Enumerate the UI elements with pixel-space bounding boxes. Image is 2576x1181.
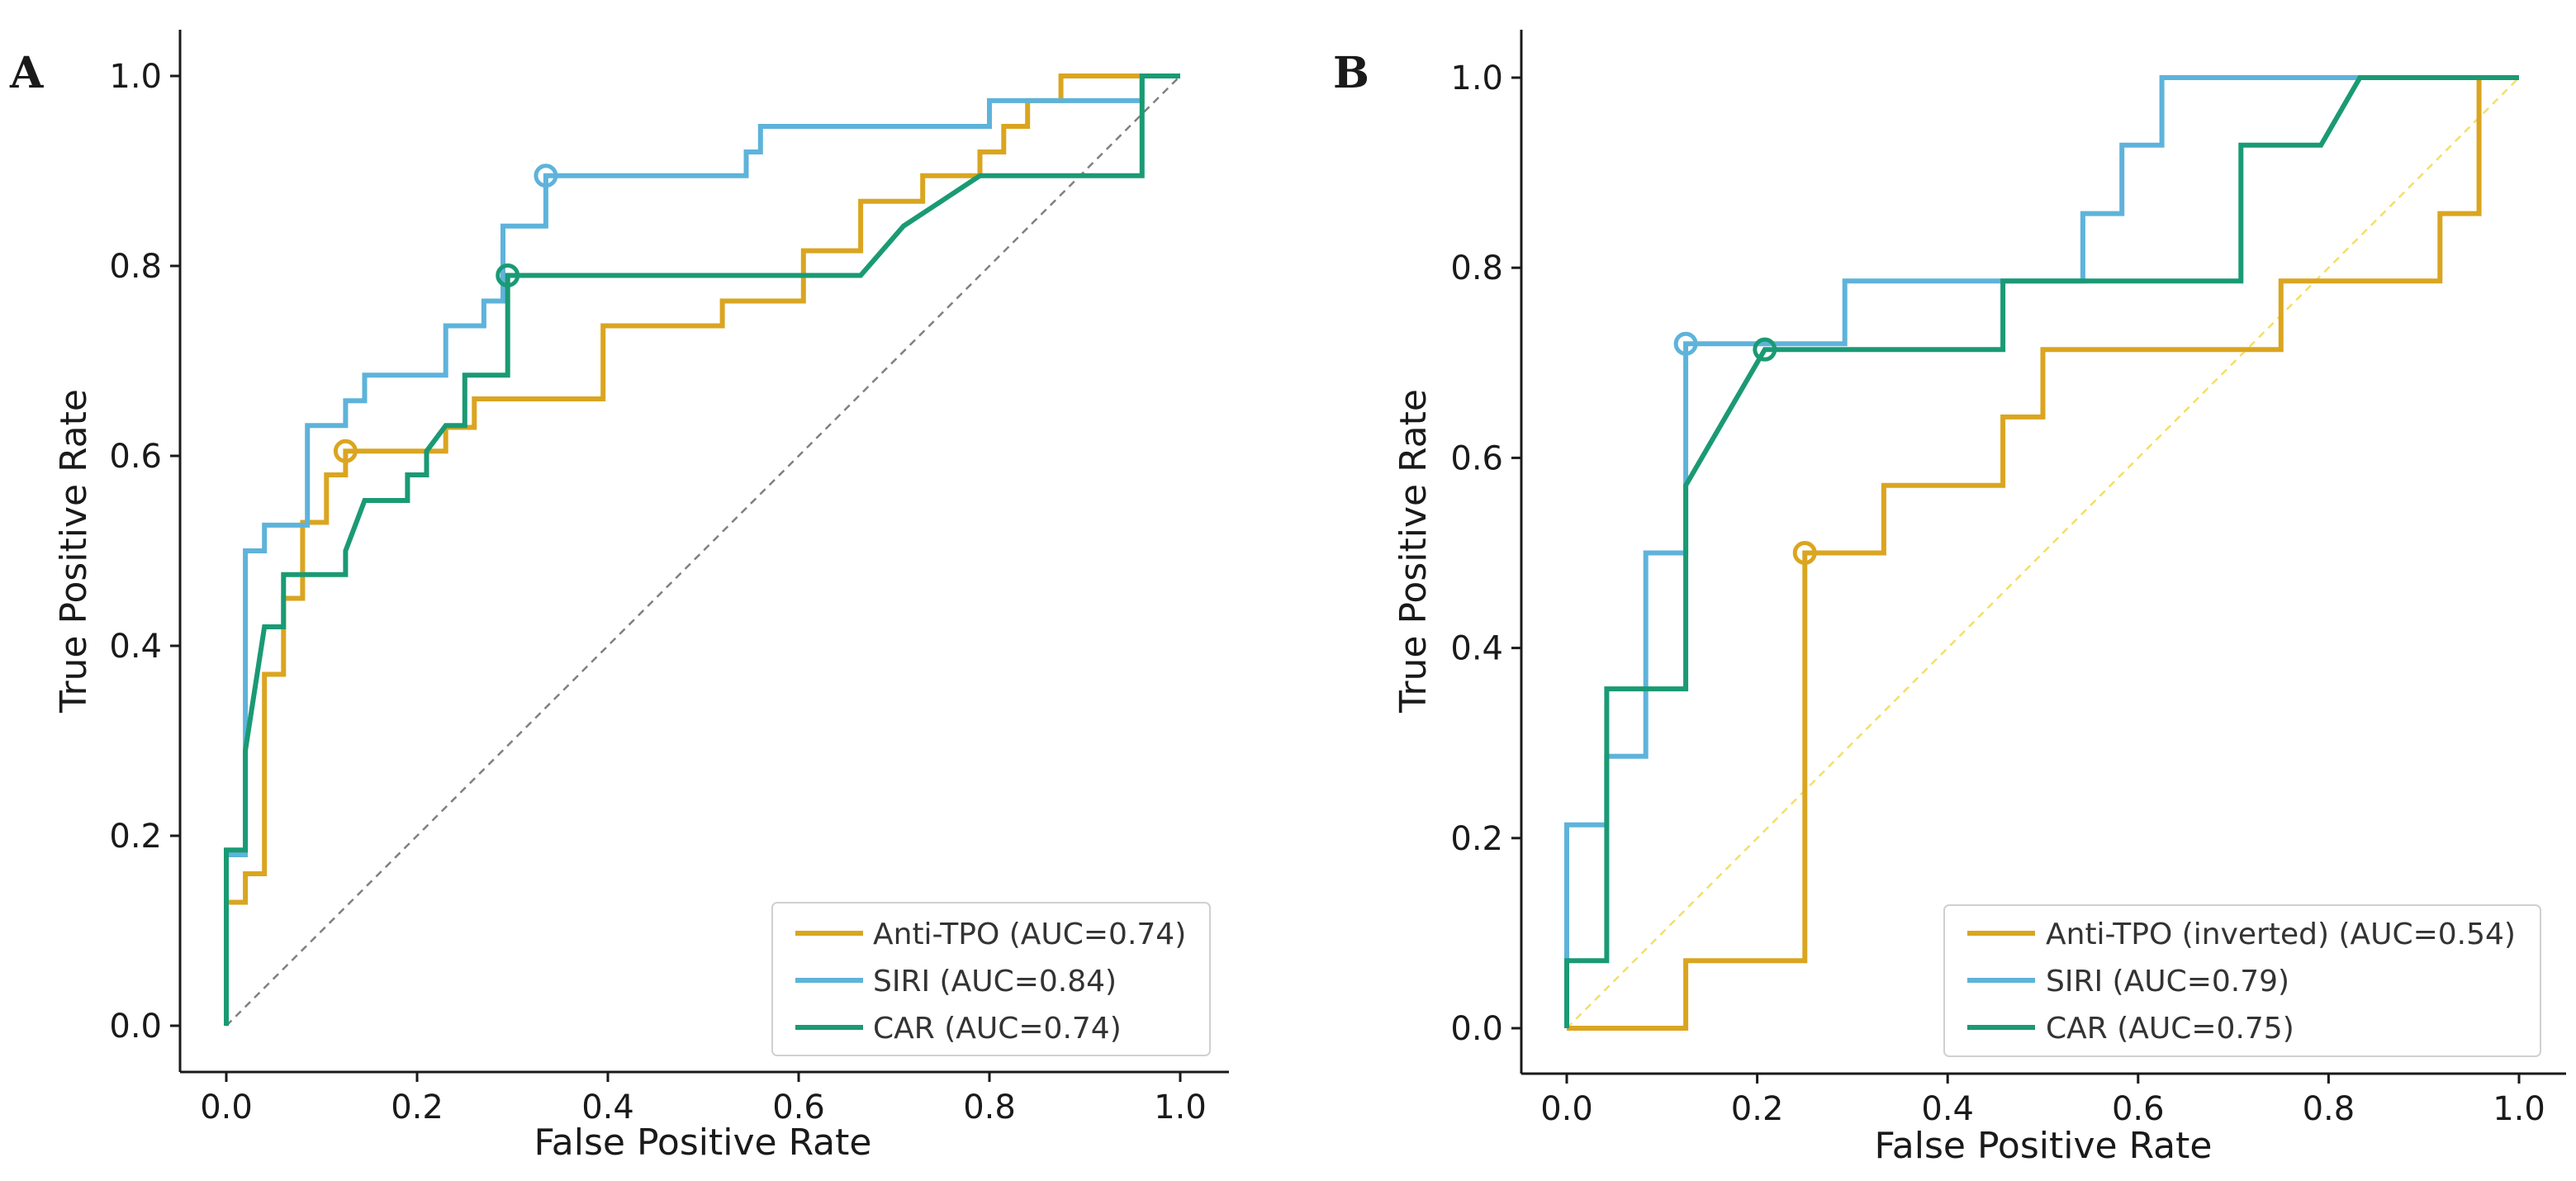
legend-entry-label: Anti-TPO (inverted) (AUC=0.54) bbox=[2046, 918, 2516, 951]
x-axis-label: False Positive Rate bbox=[1875, 1125, 2213, 1167]
y-tick-label: 0.4 bbox=[109, 628, 162, 666]
panel-b: B 0.0 0.2 0.4 0.6 0.8 1.0 0.0 0.2 0.4 0.6 0.8 1.0 Fa… bbox=[1333, 30, 2566, 1167]
roc-curve-line bbox=[1564, 75, 2519, 1028]
optimal-cutoff-marker bbox=[534, 164, 558, 188]
legend-entry-label: CAR (AUC=0.74) bbox=[873, 1012, 1122, 1046]
y-axis-label: True Positive Rate bbox=[53, 389, 95, 714]
x-tick-label: 0.4 bbox=[1921, 1090, 1974, 1128]
legend-entry-label: CAR (AUC=0.75) bbox=[2046, 1012, 2294, 1046]
y-tick-label: 1.0 bbox=[1450, 59, 1503, 97]
x-tick-label: 0.0 bbox=[1540, 1090, 1593, 1128]
x-tick-label: 0.0 bbox=[200, 1089, 253, 1126]
x-tick-label: 0.8 bbox=[963, 1089, 1016, 1126]
x-tick-label: 0.2 bbox=[391, 1089, 444, 1126]
x-tick-label: 1.0 bbox=[2493, 1090, 2545, 1128]
y-tick-label: 0.6 bbox=[109, 438, 162, 476]
y-tick-label: 0.4 bbox=[1450, 630, 1503, 668]
y-tick-label: 1.0 bbox=[109, 58, 162, 96]
y-tick-label: 0.0 bbox=[109, 1008, 162, 1046]
legend-entry-label: SIRI (AUC=0.84) bbox=[873, 965, 1117, 998]
optimal-cutoff-marker bbox=[1792, 541, 1817, 565]
x-tick-label: 0.6 bbox=[772, 1089, 825, 1126]
roc-curve-line bbox=[1567, 75, 2519, 1031]
x-axis-label: False Positive Rate bbox=[534, 1122, 872, 1164]
y-tick-label: 0.2 bbox=[1450, 820, 1503, 858]
panel-letter-b: B bbox=[1333, 48, 1369, 98]
optimal-cutoff-marker bbox=[1753, 337, 1777, 362]
legend-entry-label: SIRI (AUC=0.79) bbox=[2046, 965, 2289, 998]
y-tick-label: 0.8 bbox=[109, 248, 162, 286]
legend-box bbox=[1943, 904, 2541, 1057]
x-tick-label: 0.4 bbox=[581, 1089, 634, 1126]
legend: Anti-TPO (AUC=0.74) SIRI (AUC=0.84) CAR (A… bbox=[771, 902, 1211, 1056]
optimal-cutoff-marker bbox=[496, 263, 520, 287]
y-tick-label: 0.0 bbox=[1450, 1010, 1503, 1048]
y-axis-label: True Positive Rate bbox=[1392, 389, 1435, 714]
legend: Anti-TPO (inverted) (AUC=0.54) SIRI (AUC=… bbox=[1943, 904, 2541, 1057]
y-tick-label: 0.6 bbox=[1450, 439, 1503, 477]
roc-curve-line bbox=[224, 74, 1180, 1026]
panel-letter-a: A bbox=[9, 48, 44, 98]
optimal-cutoff-marker bbox=[333, 439, 358, 463]
chance-diagonal-line bbox=[225, 75, 1181, 1027]
y-tick-label: 0.8 bbox=[1450, 249, 1503, 287]
roc-curve-line bbox=[224, 74, 1180, 1026]
legend-box bbox=[771, 902, 1211, 1056]
x-tick-label: 0.6 bbox=[2112, 1090, 2165, 1128]
chance-diagonal-line bbox=[1566, 77, 2520, 1029]
roc-curve-line bbox=[224, 74, 1180, 1026]
panel-a: A 0.0 0.2 0.4 0.6 0.8 1.0 0.0 0.2 0.4 0.6 0.8 1.0 Fa… bbox=[9, 30, 1229, 1164]
x-tick-label: 1.0 bbox=[1154, 1089, 1207, 1126]
legend-entry-label: Anti-TPO (AUC=0.74) bbox=[873, 918, 1186, 951]
x-tick-label: 0.8 bbox=[2303, 1090, 2355, 1128]
y-tick-label: 0.2 bbox=[109, 818, 162, 856]
optimal-cutoff-marker bbox=[1673, 331, 1698, 356]
x-tick-label: 0.2 bbox=[1731, 1090, 1784, 1128]
